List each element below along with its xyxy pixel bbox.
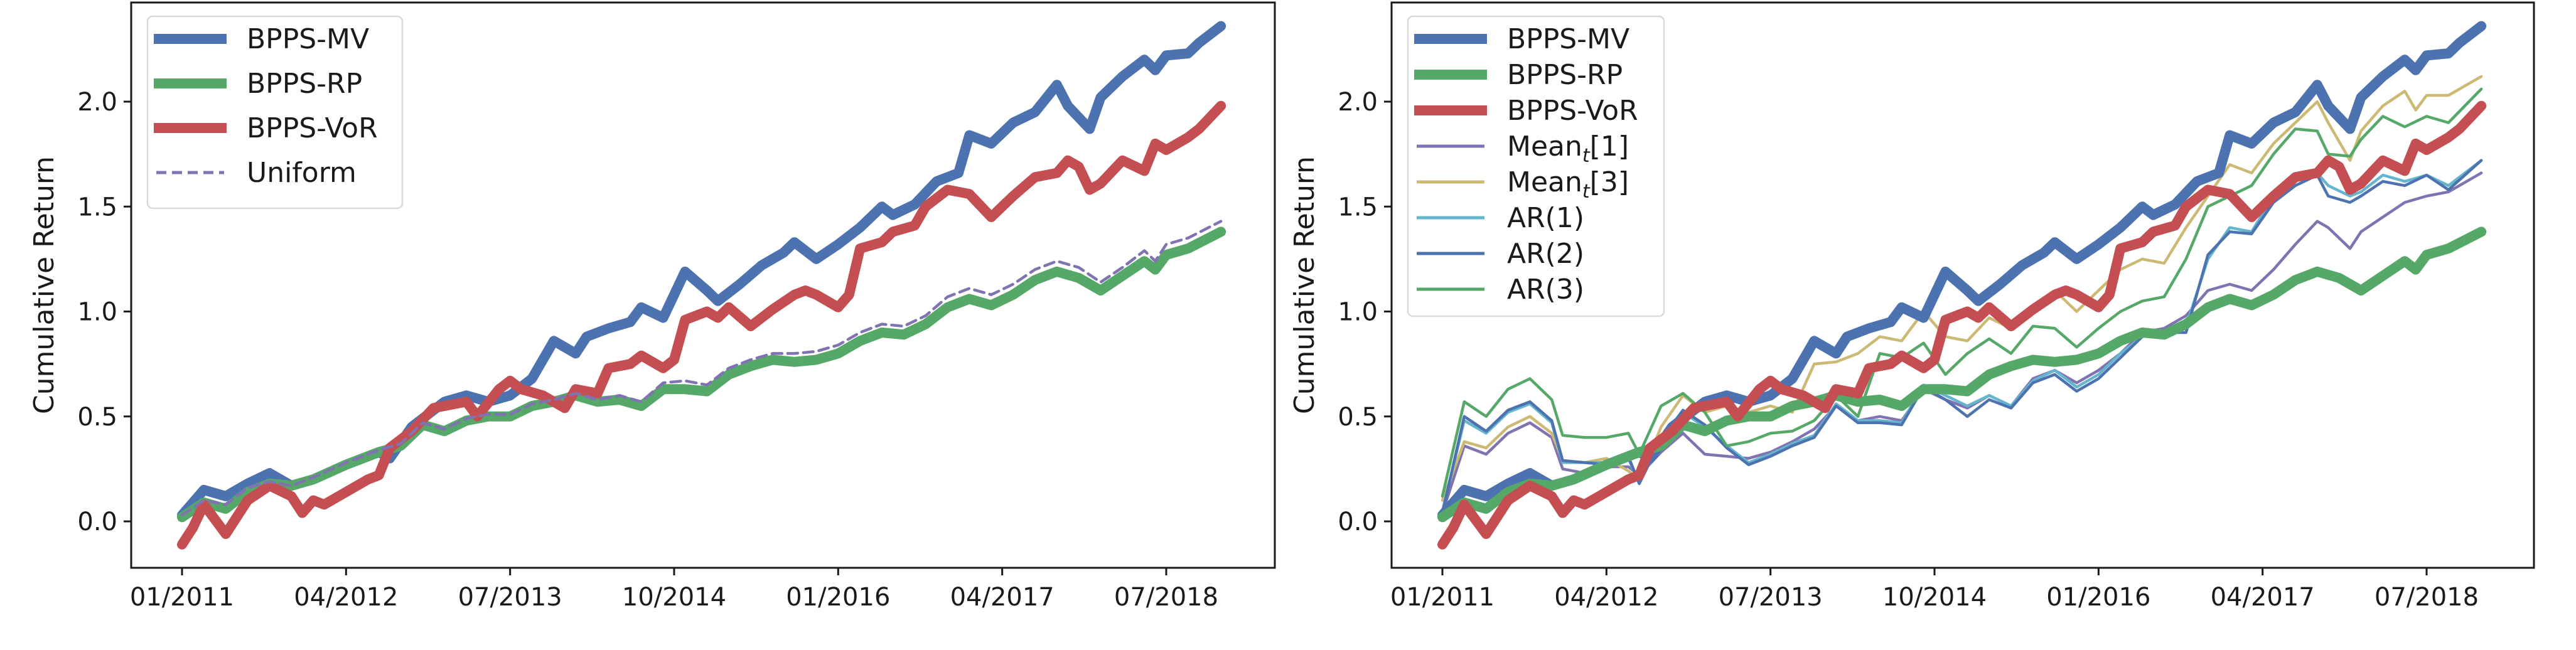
y-tick-label: 1.5 xyxy=(1338,193,1378,221)
x-tick-label: 10/2014 xyxy=(1882,583,1987,612)
x-tick-label: 04/2017 xyxy=(2211,583,2315,612)
legend-item-mean-t-3: Meant[3] xyxy=(1417,166,1629,203)
legend-label-base: Mean xyxy=(1507,131,1582,162)
legend-label: AR(1) xyxy=(1507,202,1584,234)
y-axis-label: Cumulative Return xyxy=(1289,156,1321,414)
x-tick-label: 07/2013 xyxy=(458,583,562,612)
legend-box xyxy=(1407,15,1665,317)
legend-label: BPPS-RP xyxy=(1507,59,1623,91)
x-tick-label: 01/2016 xyxy=(786,583,890,612)
y-tick-label: 1.0 xyxy=(1338,298,1378,327)
legend-item-bpps-vor: BPPS-VoR xyxy=(1414,95,1638,127)
series-layer xyxy=(177,21,1226,550)
x-tick-label: 04/2017 xyxy=(950,583,1055,612)
legend-label: BPPS-MV xyxy=(247,23,369,55)
series-line-bpps-vor xyxy=(177,100,1226,550)
legend: BPPS-MVBPPS-RPBPPS-VoRMeant[1]Meant[3]AR… xyxy=(1407,15,1665,317)
legend-item-mean-t-1: Meant[1] xyxy=(1417,131,1629,167)
series-line-uniform xyxy=(180,220,1223,517)
x-tick-label: 01/2011 xyxy=(1390,583,1495,612)
x-tick-label: 10/2014 xyxy=(622,583,726,612)
y-tick-label: 0.0 xyxy=(1338,508,1378,536)
legend-item-bpps-rp: BPPS-RP xyxy=(154,68,362,100)
x-tick-label: 04/2012 xyxy=(1554,583,1658,612)
series-line-bpps-vor xyxy=(1437,100,2487,550)
right-chart-panel: 0.0 0.5 1.0 1.5 2.0 01/2011 04/2012 07/2013 10/2… xyxy=(1289,1,2535,612)
legend-item-bpps-vor: BPPS-VoR xyxy=(154,112,378,144)
legend-box xyxy=(146,15,404,210)
legend-label: Meant[3] xyxy=(1507,166,1629,203)
y-tick-label: 2.0 xyxy=(77,88,117,117)
legend-label-tail: [1] xyxy=(1590,131,1629,162)
legend-label: BPPS-RP xyxy=(247,68,362,100)
legend-item-bpps-mv: BPPS-MV xyxy=(1414,23,1629,55)
legend-label: Uniform xyxy=(247,157,357,189)
series-line-ar-3 xyxy=(1441,87,2483,498)
x-tick-label: 07/2013 xyxy=(1719,583,1823,612)
y-tick-label: 0.5 xyxy=(77,403,117,432)
legend-label-tail: [3] xyxy=(1590,166,1629,198)
x-tick-label: 01/2016 xyxy=(2046,583,2150,612)
legend-label: BPPS-MV xyxy=(1507,23,1629,55)
y-tick-label: 1.0 xyxy=(77,298,117,327)
legend-label-base: Mean xyxy=(1507,166,1582,198)
x-tick-label: 07/2018 xyxy=(1114,583,1218,612)
series-line-bpps-rp xyxy=(177,226,1226,523)
y-tick-label: 0.0 xyxy=(77,508,117,536)
legend-item-bpps-rp: BPPS-RP xyxy=(1414,59,1623,91)
left-chart-panel: 0.0 0.5 1.0 1.5 2.0 01/2011 04/2012 07/2013 10/2… xyxy=(28,1,1276,612)
legend-item-ar-2: AR(2) xyxy=(1417,238,1584,270)
legend-label-subscript: t xyxy=(1582,181,1591,203)
y-axis-label: Cumulative Return xyxy=(28,156,60,414)
legend: BPPS-MV BPPS-RP BPPS-VoR Uniform xyxy=(146,15,404,210)
x-tick-label: 01/2011 xyxy=(130,583,234,612)
y-tick-label: 0.5 xyxy=(1338,403,1378,432)
legend-item-ar-3: AR(3) xyxy=(1417,274,1584,306)
legend-label: AR(2) xyxy=(1507,238,1584,270)
legend-label: BPPS-VoR xyxy=(1507,95,1638,127)
legend-label: BPPS-VoR xyxy=(247,112,378,144)
series-line-bpps-rp xyxy=(1437,226,2487,523)
legend-label-subscript: t xyxy=(1582,145,1591,167)
legend-label: AR(3) xyxy=(1507,274,1584,306)
legend-item-uniform: Uniform xyxy=(156,157,357,189)
x-tick-label: 07/2018 xyxy=(2375,583,2479,612)
y-tick-label: 2.0 xyxy=(1338,88,1378,117)
legend-item-bpps-mv: BPPS-MV xyxy=(154,23,369,55)
y-tick-label: 1.5 xyxy=(77,193,117,221)
series-layer xyxy=(1437,21,2487,550)
x-tick-label: 04/2012 xyxy=(294,583,398,612)
legend-item-ar-1: AR(1) xyxy=(1417,202,1584,234)
legend-label: Meant[1] xyxy=(1507,131,1629,167)
